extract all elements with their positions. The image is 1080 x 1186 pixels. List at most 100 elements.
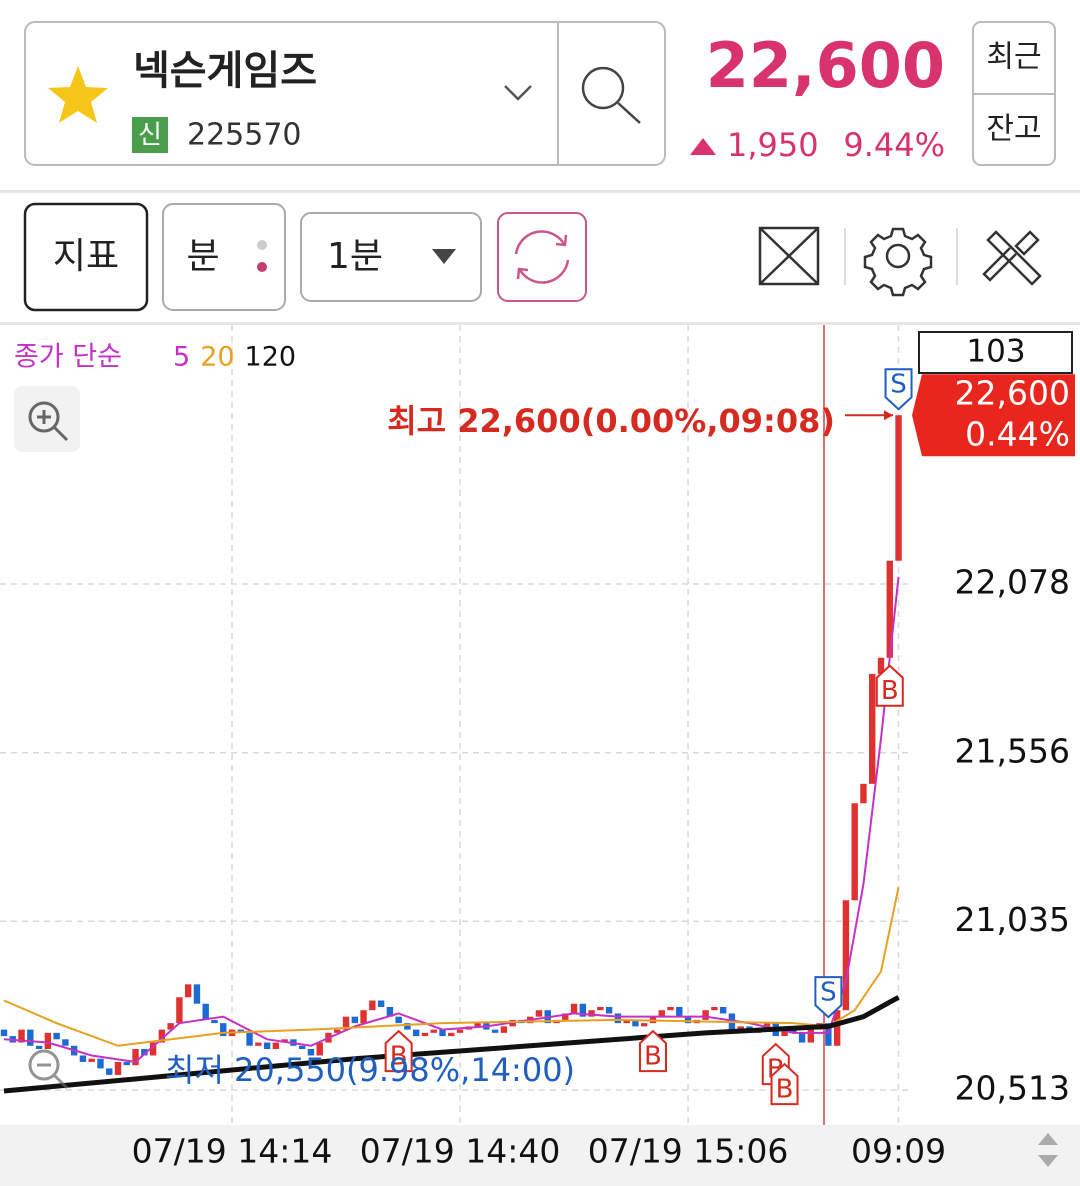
candle (62, 1039, 69, 1046)
candle (123, 1061, 130, 1066)
legend-entry: 5 (173, 342, 190, 373)
candle (570, 1003, 578, 1014)
candle (342, 1016, 350, 1030)
candle (851, 803, 858, 901)
candle (263, 1042, 271, 1050)
signal-label: B (881, 676, 899, 706)
candle (597, 1006, 604, 1011)
candle (869, 673, 876, 784)
candle (737, 1026, 744, 1030)
x-tick-label: 07/19 15:06 (588, 1132, 789, 1171)
candle (632, 1019, 639, 1027)
candle (193, 984, 201, 1004)
candle (132, 1049, 139, 1066)
stock-box[interactable] (24, 21, 666, 166)
signal-marker (638, 1029, 667, 1073)
candle (702, 1010, 709, 1020)
count-box (918, 331, 1073, 374)
ma-line (3, 887, 900, 1047)
candle (641, 1023, 648, 1027)
favorite-star[interactable] (48, 66, 108, 123)
signal-marker (875, 664, 904, 707)
signal-label: B (776, 1075, 794, 1105)
candle (404, 1023, 411, 1030)
badge-bg (132, 117, 168, 153)
candle (0, 1029, 8, 1037)
signal-marker (384, 1029, 413, 1073)
y-tick-label: 21,556 (955, 731, 1070, 770)
scroll-arrows[interactable] (1038, 1133, 1058, 1167)
y-tick-label: 21,035 (955, 900, 1070, 939)
candle (272, 1042, 280, 1050)
signal-label: S (890, 370, 907, 400)
candle (351, 1016, 358, 1024)
candle (202, 1003, 209, 1020)
candle (439, 1029, 446, 1037)
note-arrow-head (884, 410, 893, 421)
candle (860, 783, 867, 804)
candle (79, 1055, 87, 1062)
settings-button[interactable] (863, 227, 933, 297)
current-price: 22,600 (706, 29, 945, 102)
refresh-button[interactable] (497, 212, 587, 302)
candle (220, 1023, 227, 1037)
expand-button[interactable] (758, 226, 820, 286)
candle (491, 1029, 499, 1033)
candle (53, 1032, 60, 1040)
separator (0, 190, 1080, 193)
candle (790, 1029, 797, 1033)
dropdown[interactable] (504, 85, 532, 101)
candle (255, 1042, 262, 1046)
search-button[interactable] (581, 66, 641, 124)
ma-line (3, 995, 900, 1094)
x-axis: 07/19 14:14 07/19 14:40 07/19 15:06 09:09 (132, 1132, 946, 1171)
candle (825, 1023, 832, 1046)
x-tick-label: 09:09 (851, 1132, 946, 1171)
candle (298, 1045, 306, 1050)
candle (605, 1006, 613, 1014)
candle (97, 1058, 104, 1069)
candle (369, 1000, 376, 1011)
candle (114, 1061, 122, 1075)
y-tick-label: 22,078 (955, 563, 1070, 602)
minute-button[interactable] (162, 203, 286, 311)
signal-label: B (390, 1042, 408, 1072)
candle (781, 1029, 788, 1037)
minute-label: 분 (186, 236, 219, 277)
candle (719, 1006, 727, 1014)
candle (412, 1029, 420, 1037)
candle (711, 1006, 718, 1011)
y-tick-label: 20,513 (955, 1069, 1070, 1108)
dot (257, 240, 267, 250)
candle (176, 997, 183, 1024)
recent-button[interactable]: 최근 (986, 40, 1041, 75)
badge: 신 (138, 121, 162, 151)
candle (167, 1023, 174, 1030)
balance-button[interactable]: 잔고 (986, 112, 1041, 147)
candle (27, 1029, 34, 1046)
legend-entry: 120 (245, 342, 297, 373)
dot (257, 262, 267, 272)
up-arrow (690, 138, 716, 155)
candle (535, 1010, 543, 1017)
interval-label: 1분 (327, 236, 383, 277)
separator (0, 322, 1080, 325)
candle (623, 1019, 630, 1024)
candle (798, 1032, 806, 1043)
price-flag-value: 22,600 (955, 374, 1070, 413)
candle (158, 1029, 166, 1043)
candle (360, 1010, 367, 1024)
zoom-in[interactable] (14, 386, 80, 452)
legend-entry: 20 (200, 342, 234, 373)
candle (895, 415, 902, 561)
candle (562, 1013, 569, 1020)
candle (141, 1049, 148, 1056)
tools-button[interactable] (982, 230, 1042, 286)
candle (386, 1006, 394, 1017)
signal-marker (884, 368, 913, 411)
candle (684, 1016, 692, 1024)
indicator-button[interactable] (23, 202, 149, 312)
interval-select[interactable] (300, 212, 482, 302)
candle (877, 657, 885, 674)
zoom-out[interactable] (28, 1049, 69, 1090)
